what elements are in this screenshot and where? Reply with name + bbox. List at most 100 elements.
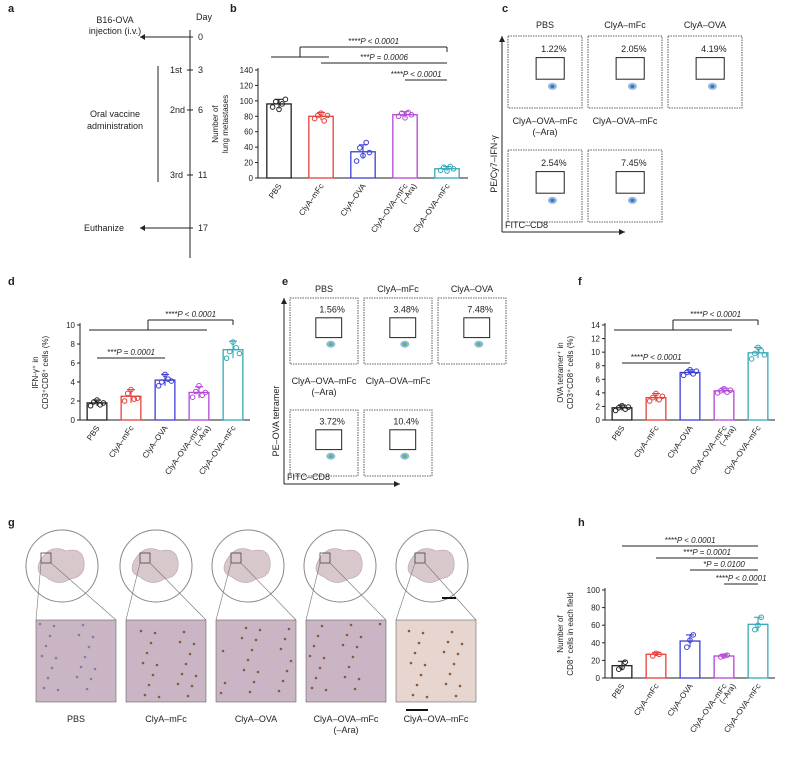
ihc-cell-0 <box>48 634 52 638</box>
ihc-cell-1 <box>153 631 157 635</box>
point-b-4 <box>444 168 450 174</box>
point-b-1 <box>315 112 321 119</box>
y-tick-label-h: 60 <box>591 621 600 630</box>
category-label-d-2: ClyA–OVA <box>141 423 170 460</box>
point-d-2 <box>162 371 168 378</box>
dose-1st: 1st <box>170 65 183 75</box>
timeline-day-17: 17 <box>198 223 208 233</box>
ihc-cell-0 <box>38 622 42 626</box>
y-tick-label-f: 2 <box>596 402 601 411</box>
point-f-2 <box>680 372 687 379</box>
ihc-cell-3 <box>308 654 312 658</box>
point-h-4 <box>758 614 765 621</box>
y-tick-label-b: 100 <box>240 97 254 106</box>
flow-percent-c-1: 2.05% <box>621 44 647 54</box>
ihc-cell-3 <box>351 655 355 659</box>
y-tick-label-d: 10 <box>66 321 75 330</box>
point-d-3 <box>193 388 199 395</box>
point-b-1 <box>324 112 331 119</box>
point-h-1 <box>653 650 659 657</box>
flow-gate-c-3 <box>535 171 565 194</box>
y-label-f: OVA tetramer⁺ in <box>556 342 565 403</box>
ihc-cell-0 <box>42 686 46 690</box>
ihc-cell-2 <box>285 669 289 673</box>
point-h-0 <box>622 659 629 665</box>
ihc-image-3 <box>305 619 387 703</box>
ihc-cell-0 <box>89 677 93 681</box>
point-d-0 <box>100 400 107 406</box>
y-tick-label-b: 80 <box>244 112 253 121</box>
y-tick-label-f: 6 <box>596 375 601 384</box>
ihc-cell-3 <box>345 633 349 637</box>
y-tick-label-d: 4 <box>71 378 76 387</box>
point-h-2 <box>684 644 690 651</box>
point-d-4 <box>230 339 236 345</box>
flow-gate-c-0 <box>535 57 565 80</box>
point-f-1 <box>653 390 659 397</box>
point-b-1 <box>311 115 318 122</box>
ihc-cell-3 <box>324 688 328 692</box>
sig-label-h-3: ****P < 0.0001 <box>715 574 766 583</box>
category-label-d-3: ClyA–OVA–mFc <box>163 424 203 476</box>
ihc-image-0 <box>35 619 117 703</box>
flow-label-c-1: ClyA–mFc <box>604 20 646 30</box>
point-f-3 <box>727 387 734 393</box>
ihc-cell-0 <box>79 665 83 669</box>
point-f-1 <box>656 396 663 403</box>
point-b-1 <box>318 110 324 116</box>
bar-h-1 <box>645 653 667 679</box>
ihc-cell-2 <box>242 668 246 672</box>
zoom-line-left-4 <box>395 562 416 621</box>
y-label-b: Number of <box>211 105 220 143</box>
point-d-3 <box>189 394 196 401</box>
ihc-cell-3 <box>322 656 326 660</box>
sig-label-h-0: ****P < 0.0001 <box>664 536 715 545</box>
flow-population-core-e-2 <box>476 342 481 346</box>
point-d-4 <box>233 345 239 351</box>
point-f-0 <box>612 407 619 414</box>
category-label-b-2: ClyA–OVA <box>339 181 368 218</box>
point-h-4 <box>752 626 758 633</box>
ihc-cell-4 <box>411 693 415 697</box>
ihc-cell-3 <box>353 687 357 691</box>
flow-percent-e-0: 1.56% <box>319 305 345 315</box>
zoom-line-right-1 <box>149 562 207 621</box>
point-d-3 <box>199 392 205 399</box>
flow-label-e-0: PBS <box>315 284 333 294</box>
ihc-cell-1 <box>188 652 192 656</box>
point-d-3 <box>196 383 202 389</box>
point-d-2 <box>159 379 165 385</box>
ihc-cell-1 <box>141 661 145 665</box>
y-tick-label-h: 40 <box>591 639 600 648</box>
ihc-cell-2 <box>281 679 285 683</box>
ihc-cell-4 <box>419 673 423 677</box>
panel-letter-f: f <box>578 276 582 288</box>
point-f-2 <box>690 371 697 377</box>
category-label-h-2: ClyA–OVA <box>666 681 695 718</box>
flow-population-core-c-1 <box>630 84 635 88</box>
sig-label-h-2: *P = 0.0100 <box>703 560 745 569</box>
ihc-cell-4 <box>444 682 448 686</box>
flow-label-c-3: (–Ara) <box>532 127 557 137</box>
ihc-cell-2 <box>287 627 291 631</box>
point-f-1 <box>650 394 656 401</box>
panel-letter-g: g <box>8 517 15 529</box>
bar-b-3 <box>392 114 418 179</box>
ihc-cell-1 <box>178 640 182 644</box>
flow-percent-e-2: 7.48% <box>467 305 493 315</box>
flow-y-arrow-c <box>499 36 505 42</box>
point-b-2 <box>357 145 363 151</box>
ihc-cell-1 <box>190 684 194 688</box>
panel-letter-c: c <box>502 3 508 15</box>
ihc-cell-1 <box>176 682 180 686</box>
flow-population-core-e-4 <box>402 454 407 458</box>
zoom-line-left-2 <box>215 562 232 621</box>
admin-label-line2: administration <box>87 121 143 131</box>
y-tick-label-b: 120 <box>240 81 254 90</box>
ihc-cell-0 <box>93 667 97 671</box>
ihc-cell-4 <box>460 642 464 646</box>
ihc-cell-3 <box>357 677 361 681</box>
timeline-day-6: 6 <box>198 105 203 115</box>
ihc-cell-4 <box>407 629 411 633</box>
point-h-4 <box>755 622 761 629</box>
